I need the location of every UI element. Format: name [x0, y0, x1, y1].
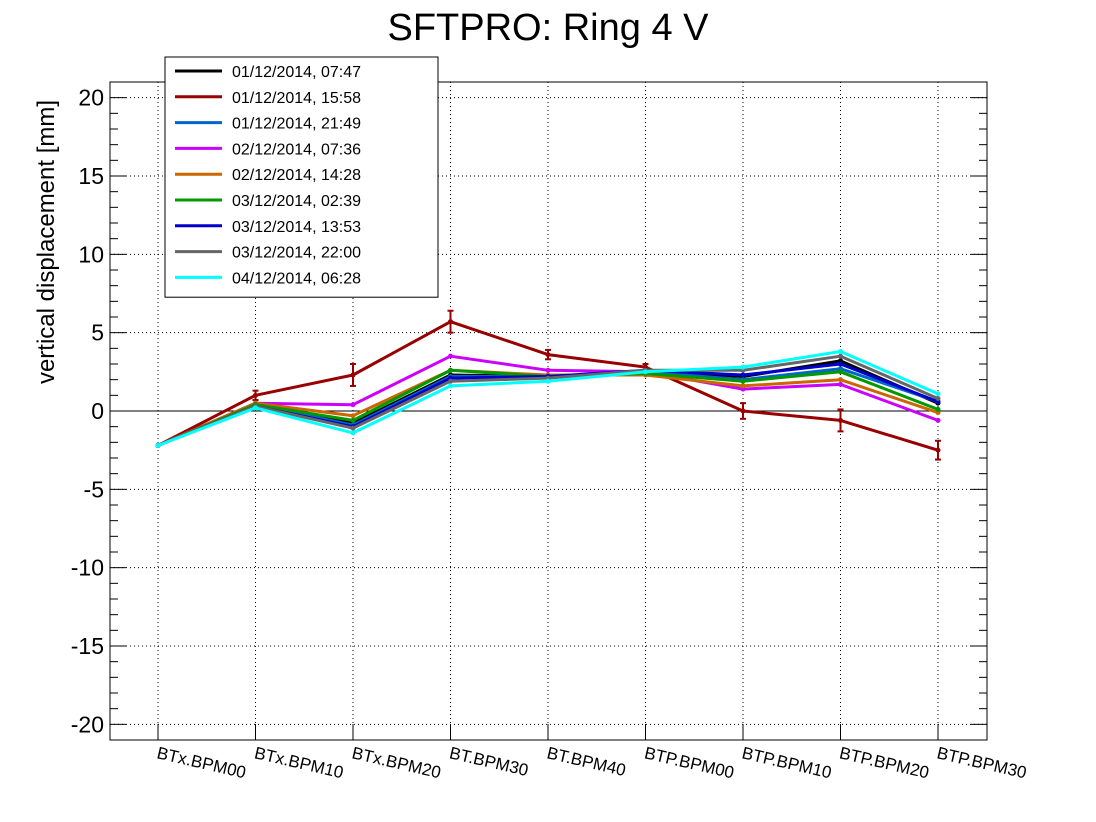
data-point [740, 378, 746, 384]
data-point [838, 417, 843, 423]
legend-label: 01/12/2014, 15:58 [232, 90, 361, 107]
series-4 [155, 353, 941, 448]
legend-item: 03/12/2014, 13:53 [175, 219, 361, 236]
series-group [155, 309, 941, 461]
legend-item: 01/12/2014, 07:47 [175, 64, 361, 81]
data-point [838, 377, 843, 383]
legend-label: 02/12/2014, 14:28 [232, 167, 361, 184]
x-axis: BTx.BPM00 BTx.BPM10 BTx.BPM20 BT.BPM30 BT.BP… [155, 724, 1028, 782]
x-tick-label: BTP.BPM00 [643, 743, 736, 782]
data-point [350, 430, 356, 436]
data-point [350, 417, 356, 423]
data-point [740, 383, 746, 389]
data-point [545, 352, 551, 358]
data-point [448, 353, 453, 359]
data-point [838, 353, 843, 359]
x-tick-label: BTP.BPM20 [838, 743, 931, 782]
chart-title: SFTPRO: Ring 4 V [388, 7, 710, 49]
data-point [838, 381, 843, 387]
legend-label: 03/12/2014, 13:53 [232, 219, 361, 236]
data-point [350, 413, 356, 419]
legend-label: 04/12/2014, 06:28 [232, 270, 361, 287]
legend-label: 02/12/2014, 07:36 [232, 141, 361, 158]
y-tick-label: 20 [78, 85, 104, 111]
data-point [740, 372, 746, 378]
data-point [935, 447, 941, 453]
data-point [253, 405, 258, 411]
data-point [838, 369, 843, 375]
legend-label: 03/12/2014, 22:00 [232, 245, 361, 262]
x-tick-label: BTx.BPM20 [350, 743, 443, 782]
data-point [935, 417, 941, 423]
data-point [350, 402, 356, 408]
y-tick-label: 0 [91, 398, 104, 424]
data-point [935, 391, 941, 397]
x-tick-label: BT.BPM30 [448, 743, 531, 780]
data-point [838, 361, 843, 367]
data-point [643, 369, 648, 375]
data-point [545, 367, 551, 373]
legend-item: 02/12/2014, 07:36 [175, 141, 361, 158]
data-point [448, 378, 453, 384]
data-point [350, 425, 356, 431]
data-point [253, 392, 258, 398]
legend: 01/12/2014, 07:47 01/12/2014, 15:58 01/12/… [164, 56, 439, 298]
legend-item: 02/12/2014, 14:28 [175, 167, 361, 184]
data-point [838, 348, 843, 354]
legend-item: 01/12/2014, 15:58 [175, 90, 361, 107]
y-tick-label: -10 [71, 555, 104, 581]
legend-label: 01/12/2014, 07:47 [232, 64, 361, 81]
legend-label: 03/12/2014, 02:39 [232, 193, 361, 210]
x-tick-label: BTx.BPM00 [155, 743, 248, 782]
y-tick-label: -20 [71, 711, 104, 737]
legend-item: 04/12/2014, 06:28 [175, 270, 361, 287]
y-tick-label: -5 [84, 476, 104, 502]
data-point [448, 367, 453, 373]
data-point [545, 378, 551, 384]
legend-label: 01/12/2014, 21:49 [232, 116, 361, 133]
y-tick-label: -15 [71, 633, 104, 659]
x-tick-label: BTx.BPM10 [253, 743, 346, 782]
data-point [740, 364, 746, 370]
legend-item: 03/12/2014, 02:39 [175, 193, 361, 210]
x-tick-label: BT.BPM40 [545, 743, 628, 780]
x-tick-label: BTP.BPM30 [935, 743, 1028, 782]
data-point [350, 372, 356, 378]
data-point [935, 406, 941, 412]
x-tick-label: BTP.BPM10 [740, 743, 833, 782]
data-point [155, 442, 161, 448]
y-tick-label: 10 [78, 241, 104, 267]
legend-item: 01/12/2014, 21:49 [175, 116, 361, 133]
y-axis-label: vertical displacement [mm] [33, 100, 60, 384]
y-tick-label: 5 [91, 320, 104, 346]
legend-item: 03/12/2014, 22:00 [175, 245, 361, 262]
y-axis: 20 15 10 5 0 -5 -10 -15 -20 [71, 85, 987, 737]
data-point [935, 395, 941, 401]
data-point [740, 408, 746, 414]
data-point [448, 319, 453, 325]
data-point [448, 383, 453, 389]
y-tick-label: 15 [78, 163, 104, 189]
series-9 [155, 348, 941, 448]
